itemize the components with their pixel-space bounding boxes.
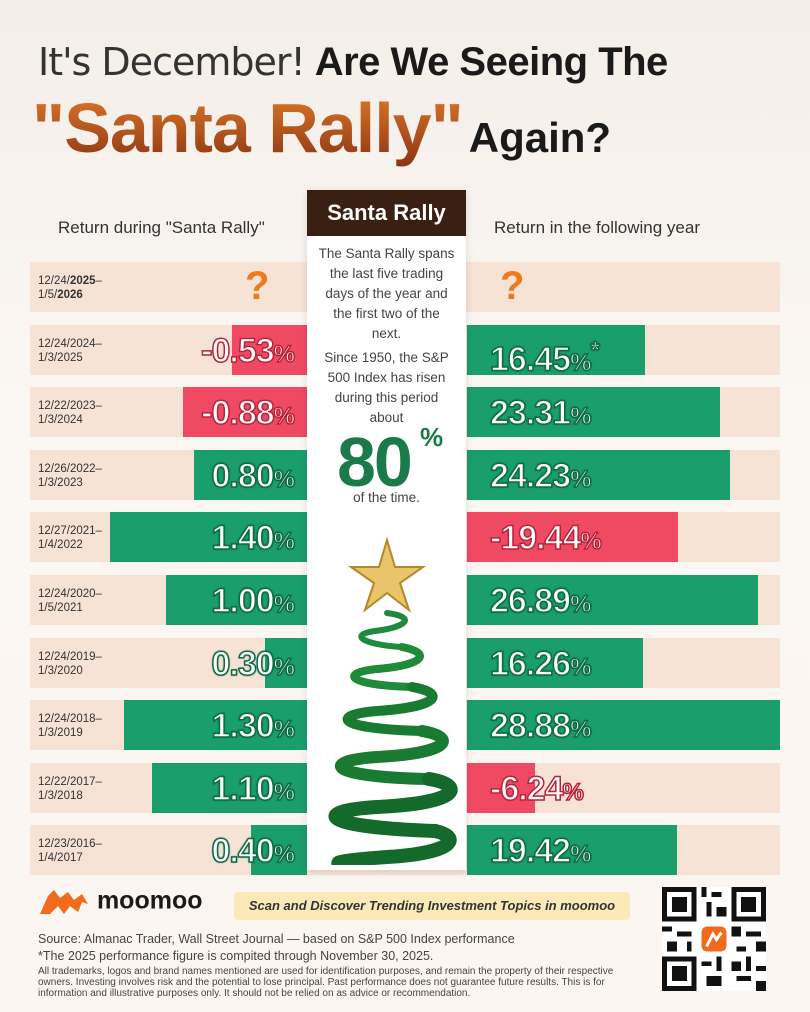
next-year-bar: [467, 575, 759, 625]
next-year-value-label: 16.45%*: [489, 336, 601, 379]
disclaimer-text: All trademarks, logos and brand names me…: [38, 966, 614, 999]
next-year-bar: [467, 450, 730, 500]
left-column-header: Return during "Santa Rally": [58, 218, 265, 237]
headline-line-1: It's December! Are We Seeing The: [38, 40, 778, 85]
next-year-bar: [467, 700, 780, 750]
rally-bar: [166, 575, 307, 625]
period-label: 12/23/2016– 1/4/2017: [38, 838, 102, 864]
next-year-bar: [467, 512, 678, 562]
next-year-bar: [467, 763, 535, 813]
headline-again: Again?: [468, 114, 612, 161]
info-card-big-unit: %: [420, 422, 444, 452]
rally-bar: [152, 763, 307, 813]
rally-value-label: 0.80%: [211, 456, 296, 496]
period-label: 12/24/2020– 1/5/2021: [38, 588, 102, 614]
info-card-suffix: of the time.: [353, 490, 420, 505]
rally-value-label: 1.00%: [211, 581, 296, 621]
period-label: 12/24/2018– 1/3/2019: [38, 713, 102, 739]
rally-value-label: 0.30%: [211, 644, 296, 684]
santa-rally-info-card: Santa Rally The Santa Rally spans the la…: [307, 190, 466, 870]
next-year-bar: [467, 387, 720, 437]
headline-intro: It's December!: [38, 40, 306, 84]
rally-value-label: -0.53%: [200, 331, 295, 371]
period-label: 12/24/2024– 1/3/2025: [38, 338, 102, 364]
unknown-rally-mark: ?: [245, 264, 270, 308]
next-year-value-label: 26.89%: [489, 581, 592, 621]
rally-value-label: -0.88%: [200, 393, 295, 433]
info-card-big-number: 80: [337, 423, 413, 501]
rally-value-label: 1.40%: [211, 518, 296, 558]
next-year-bar: [467, 325, 646, 375]
headline-santa-rally: "Santa Rally": [32, 89, 464, 167]
qr-code-icon[interactable]: [662, 887, 766, 991]
rally-bar: [250, 825, 307, 875]
info-card-heading: Santa Rally: [307, 190, 466, 236]
ribbon-spiral: [328, 610, 458, 865]
rally-bar: [110, 512, 307, 562]
next-year-bar: [467, 825, 678, 875]
footnote-text: *The 2025 performance figure is compited…: [38, 949, 434, 963]
source-text: Source: Almanac Trader, Wall Street Jour…: [38, 932, 515, 946]
brand-name: moomoo: [96, 886, 203, 915]
period-label: 12/22/2017– 1/3/2018: [38, 776, 102, 802]
next-year-value-label: 19.42%: [489, 831, 592, 871]
next-year-value-label: 28.88%: [489, 706, 592, 746]
headline-question-start: Are We Seeing The: [314, 40, 669, 84]
next-year-value-label: 24.23%: [489, 456, 592, 496]
period-label: 12/22/2023– 1/3/2024: [38, 400, 102, 426]
headline-line-2: "Santa Rally" Again?: [32, 88, 611, 168]
period-label: 12/26/2022– 1/3/2023: [38, 463, 102, 489]
rally-bar: [124, 700, 307, 750]
info-card-definition: The Santa Rally spans the last five trad…: [318, 246, 455, 341]
period-label: 12/24/2025– 1/5/2026: [38, 275, 102, 301]
rally-value-label: 1.10%: [211, 769, 296, 809]
rally-value-label: 0.40%: [211, 831, 296, 871]
rally-value-label: 1.30%: [211, 706, 296, 746]
next-year-value-label: -19.44%: [489, 518, 602, 558]
next-year-value-label: 23.31%: [489, 393, 592, 433]
next-year-value-label: -6.24%: [489, 769, 584, 809]
period-label: 12/27/2021– 1/4/2022: [38, 525, 102, 551]
rally-bar: [194, 450, 307, 500]
christmas-tree-illustration: [328, 536, 458, 865]
rally-bar: [264, 638, 307, 688]
right-column-header: Return in the following year: [494, 218, 701, 237]
period-label: 12/24/2019– 1/3/2020: [38, 651, 102, 677]
moomoo-logo: moomoo: [38, 886, 203, 918]
star-icon: [347, 536, 427, 613]
moomoo-bull-logo-icon: [40, 890, 88, 914]
rally-bar: [232, 325, 307, 375]
scan-banner: Scan and Discover Trending Investment To…: [234, 892, 630, 920]
info-card-history: Since 1950, the S&P 500 Index has risen …: [324, 350, 449, 425]
next-year-value-label: 16.26%: [489, 644, 592, 684]
rally-bar: [183, 387, 307, 437]
footnote-marker: *: [590, 336, 601, 365]
unknown-next-mark: ?: [500, 264, 525, 308]
next-year-bar: [467, 638, 644, 688]
